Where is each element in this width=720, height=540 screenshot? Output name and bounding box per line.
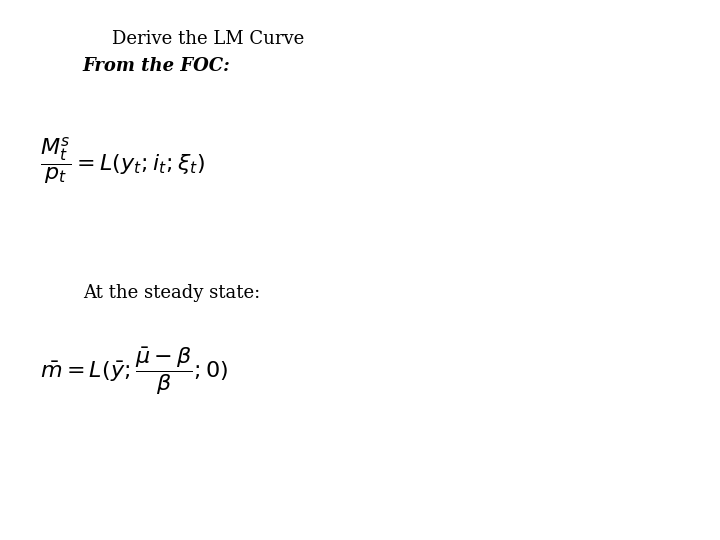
Text: Derive the LM Curve: Derive the LM Curve [112,30,304,48]
Text: $\dfrac{M_t^s}{p_t} = L(y_t;i_t;\xi_t)$: $\dfrac{M_t^s}{p_t} = L(y_t;i_t;\xi_t)$ [40,135,204,186]
Text: $\bar{m} = L(\bar{y};\dfrac{\bar{\mu}-\beta}{\beta};0)$: $\bar{m} = L(\bar{y};\dfrac{\bar{\mu}-\b… [40,346,228,397]
Text: From the FOC:: From the FOC: [83,57,230,75]
Text: At the steady state:: At the steady state: [83,284,260,301]
